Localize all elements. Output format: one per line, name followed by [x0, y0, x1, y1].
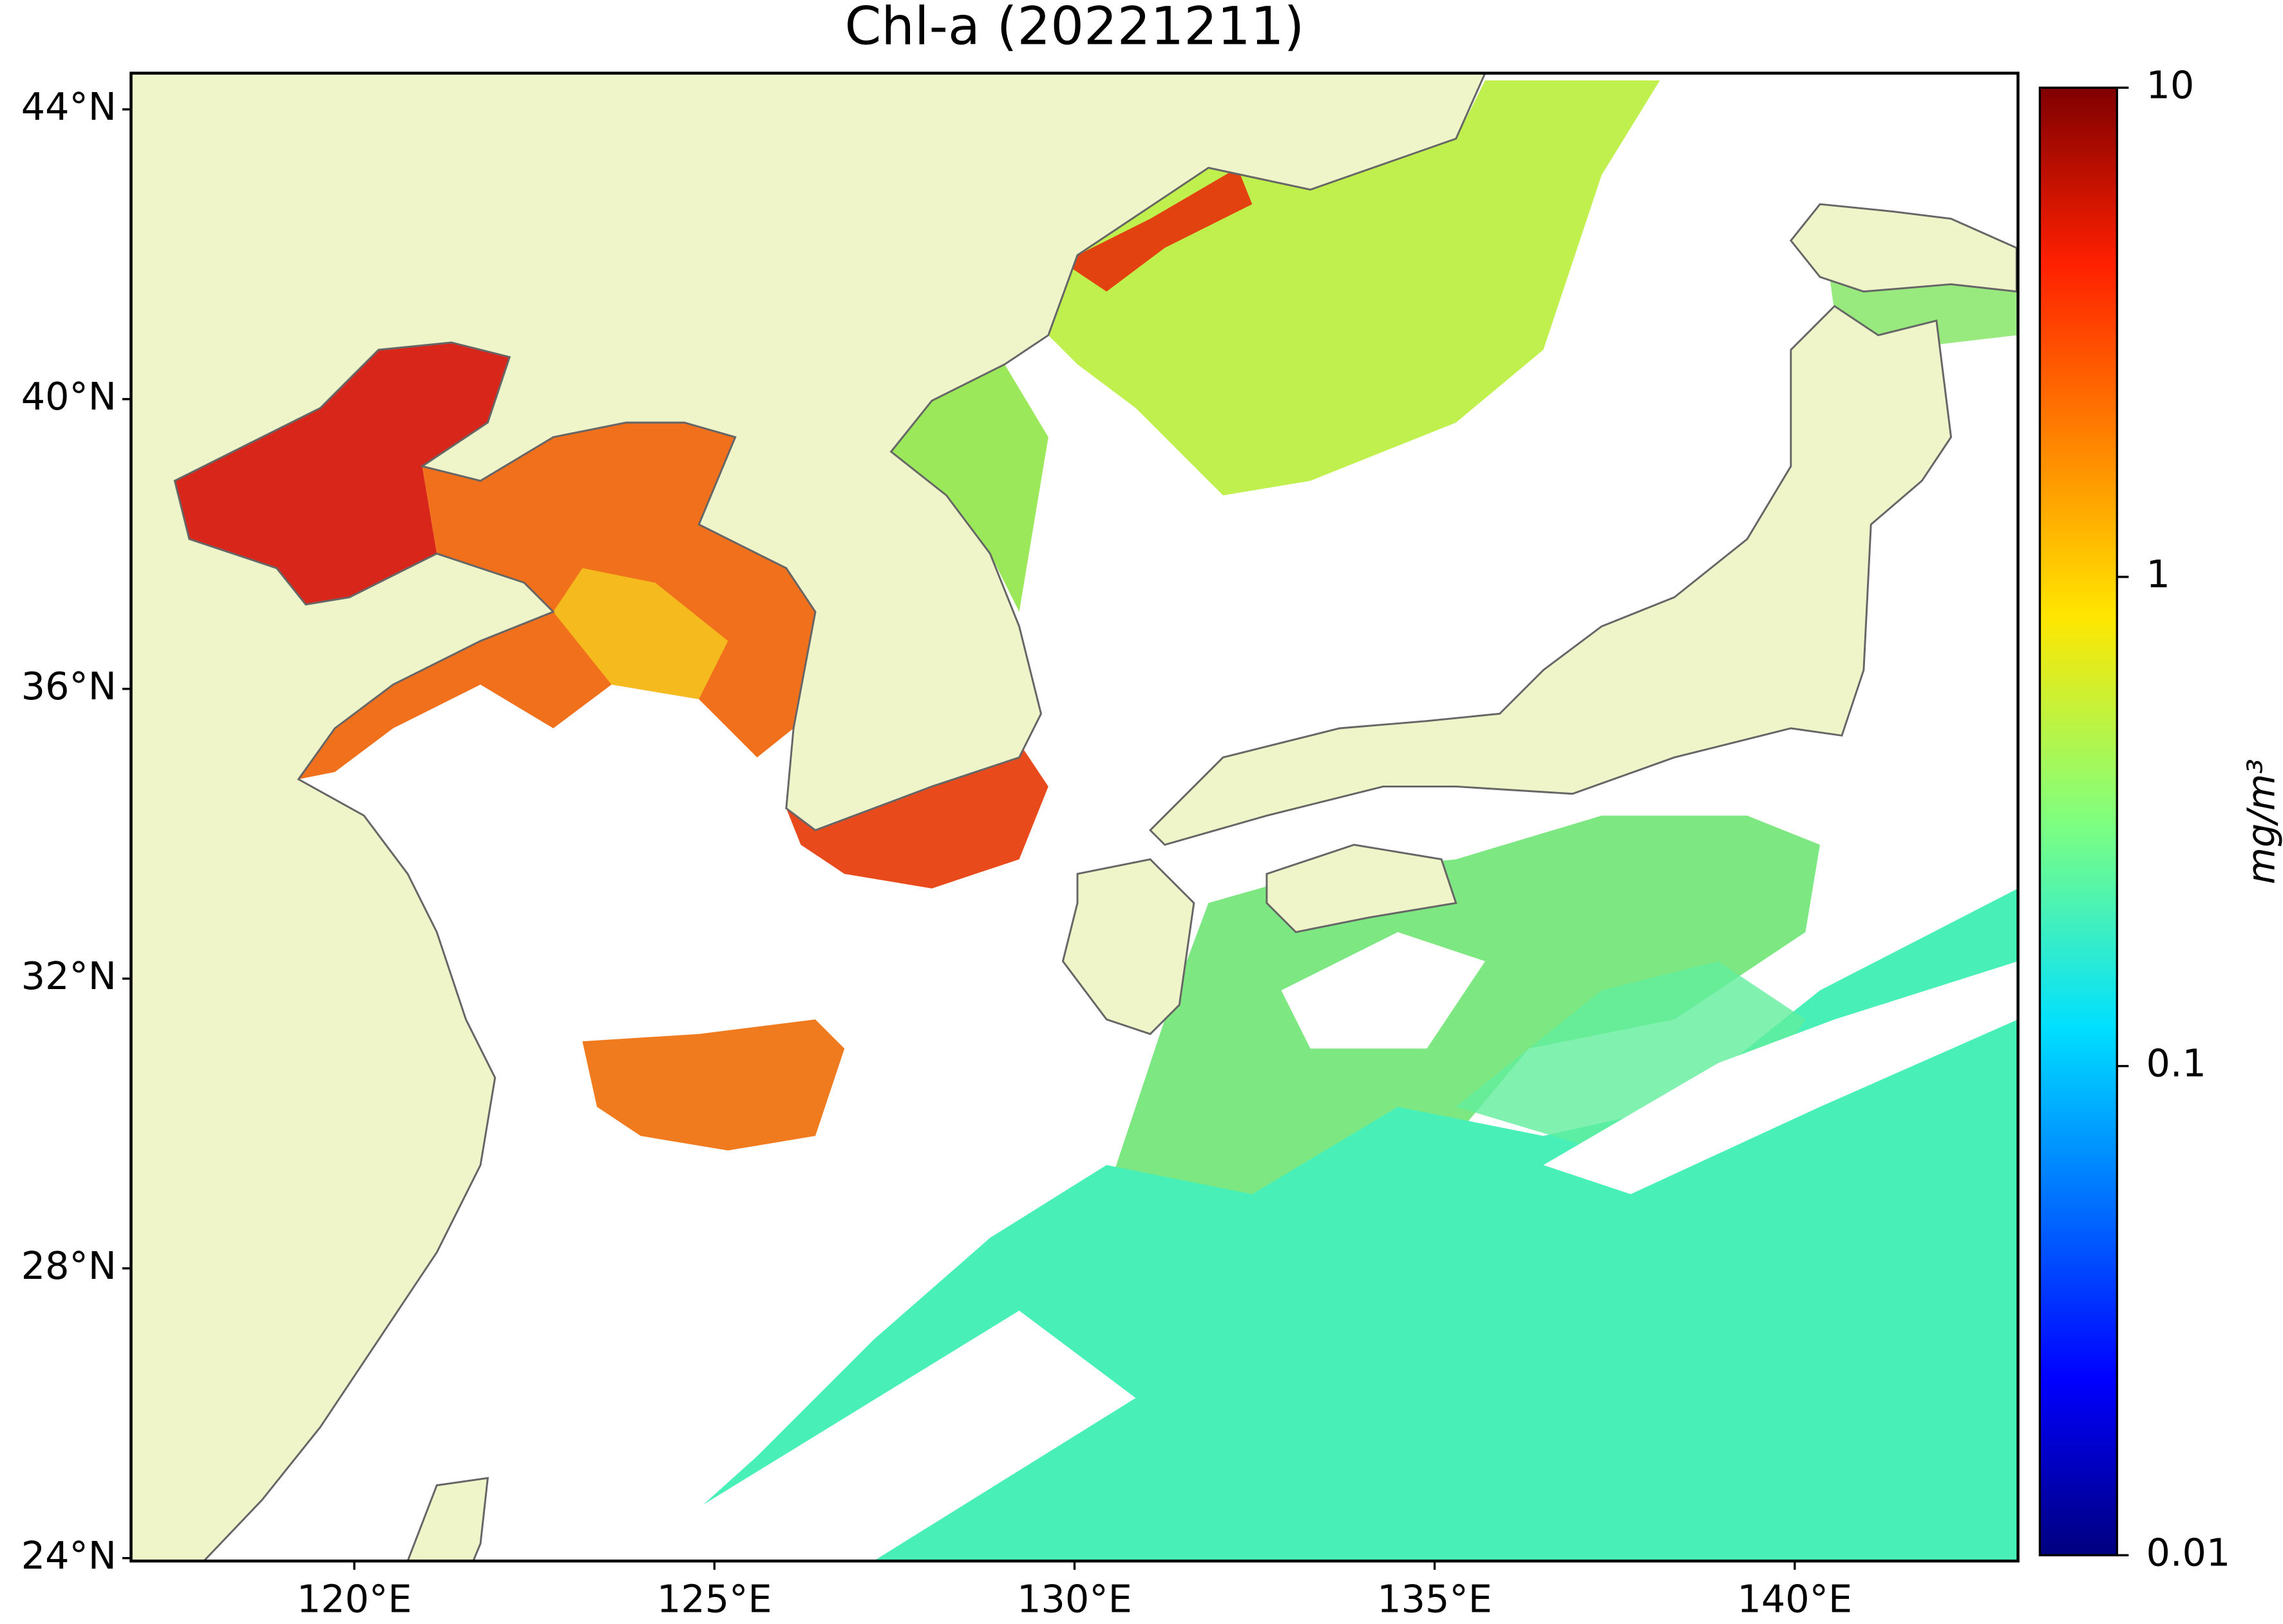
cloud-gap	[1543, 961, 2018, 1194]
colorbar-tick-label: 0.1	[2146, 1041, 2206, 1086]
land-taiwan	[406, 1477, 489, 1562]
cloud-gap	[611, 1310, 1136, 1562]
y-tick-label: 40°N	[21, 374, 117, 419]
colorbar	[2038, 86, 2118, 1556]
x-tick-label: 130°E	[1017, 1577, 1132, 1621]
chl-field	[175, 342, 510, 605]
y-tick-label: 28°N	[21, 1243, 117, 1288]
colorbar-tick-label: 10	[2146, 62, 2194, 107]
x-tick-label: 140°E	[1737, 1577, 1852, 1621]
chl-field	[786, 742, 1048, 889]
chl-field	[1048, 80, 1660, 496]
land-mainland	[131, 73, 1486, 1562]
map-area	[131, 73, 2018, 1562]
colorbar-tick-label: 0.01	[2146, 1530, 2230, 1574]
y-tick-label: 32°N	[21, 954, 117, 998]
chl-field	[1063, 167, 1253, 292]
colorbar-tick-label: 1	[2146, 552, 2170, 596]
map-title: Chl-a (20221211)	[845, 0, 1305, 57]
land-hokkaido	[1789, 203, 2018, 293]
x-tick-label: 135°E	[1377, 1577, 1492, 1621]
y-tick-label: 24°N	[21, 1533, 117, 1578]
land-kyushu	[1061, 858, 1195, 1035]
cloud-gap	[1281, 932, 1486, 1049]
colorbar-label: mg/m³	[2239, 759, 2283, 884]
x-tick-label: 120°E	[297, 1577, 412, 1621]
y-tick-label: 44°N	[21, 84, 117, 129]
x-tick-label: 125°E	[657, 1577, 772, 1621]
chl-field	[582, 1019, 845, 1151]
chl-field	[891, 364, 1048, 612]
y-tick-label: 36°N	[21, 664, 117, 708]
land-shikoku	[1265, 844, 1457, 934]
land-honshu	[1148, 305, 1953, 846]
